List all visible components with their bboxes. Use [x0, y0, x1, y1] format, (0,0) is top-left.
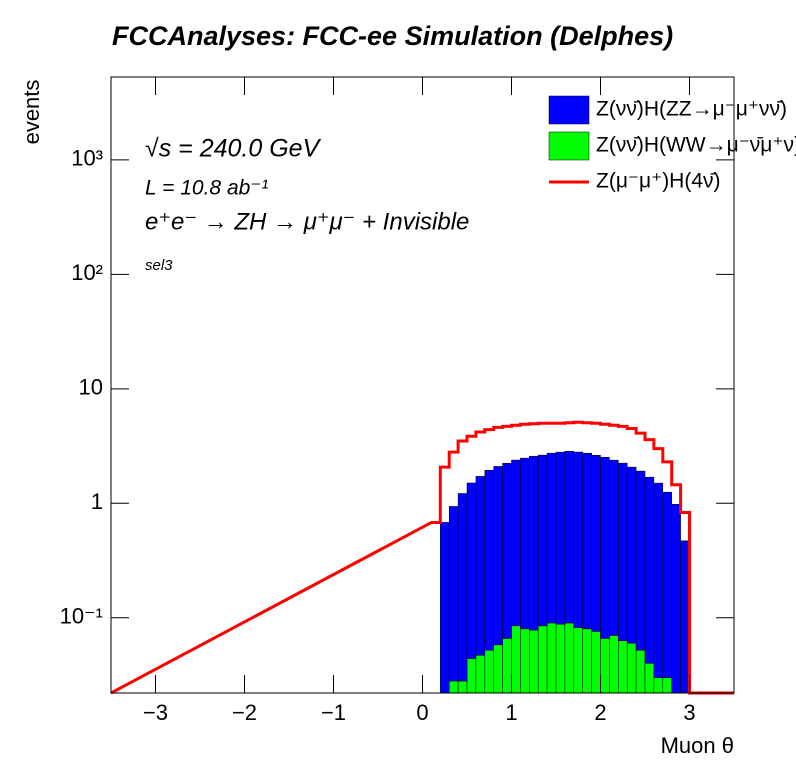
x-tick-label: −2: [232, 700, 257, 725]
hist-bar: [493, 466, 503, 646]
legend-label: Z(μ⁻μ⁺)H(4ν̄): [596, 170, 721, 193]
hist-bar: [635, 470, 646, 651]
hist-bar: [644, 476, 655, 664]
hist-bar: [448, 506, 459, 682]
hist-bar: [582, 452, 592, 630]
hist-bar: [609, 459, 619, 636]
hist-bar: [440, 522, 450, 694]
x-tick-label: −1: [321, 700, 346, 725]
x-tick-label: 3: [683, 700, 695, 725]
y-axis-label: events: [19, 80, 44, 145]
hist-bar: [626, 642, 637, 694]
annotation: L = 10.8 ab⁻¹: [145, 177, 268, 200]
x-tick-label: 1: [505, 700, 517, 725]
y-tick-label: 10³: [71, 146, 103, 171]
x-axis-label: Muon θ: [661, 733, 734, 758]
hist-bar: [475, 655, 486, 694]
hist-bar: [600, 456, 610, 639]
hist-bar: [466, 658, 477, 694]
hist-bar: [573, 451, 583, 628]
hist-bar: [600, 638, 610, 694]
hist-bar: [502, 638, 512, 694]
x-tick-label: −3: [143, 700, 168, 725]
hist-bar: [555, 623, 566, 694]
hist-bar: [653, 482, 664, 678]
legend-label: Z(νν̄)H(ZZ→μ⁻μ⁺νν̄): [596, 98, 787, 121]
hist-bar: [546, 622, 557, 694]
hist-bar: [564, 622, 575, 694]
hist-bar: [502, 463, 512, 639]
hist-bar: [591, 631, 601, 694]
hist-bar: [644, 663, 655, 694]
hist-bar: [520, 457, 530, 630]
legend-swatch: [548, 95, 590, 125]
hist-bar: [609, 635, 619, 694]
hist-bar: [529, 455, 539, 631]
hist-bar: [457, 680, 468, 694]
hist-bar: [457, 493, 468, 682]
annotation: √s = 240.0 GeV: [145, 135, 322, 163]
x-tick-label: 0: [416, 700, 428, 725]
legend-label: Z(νν̄)H(WW→μ⁻ν̄μ⁺ν): [596, 134, 796, 157]
hist-bar: [671, 504, 681, 694]
hist-bar: [635, 649, 646, 694]
annotation: e⁺e⁻ → ZH → μ⁺μ⁻ + Invisible: [145, 208, 469, 235]
hist-bar: [618, 462, 628, 641]
y-tick-label: 10: [79, 375, 103, 400]
hist-bar: [591, 455, 601, 632]
x-tick-label: 2: [594, 700, 606, 725]
chart-title: FCCAnalyses: FCC-ee Simulation (Delphes): [112, 21, 673, 51]
hist-bar: [564, 450, 575, 624]
hist-bar: [537, 625, 548, 694]
hist-bar: [448, 680, 459, 694]
hist-bar: [546, 452, 557, 624]
hist-bar: [511, 625, 521, 694]
hist-bar: [493, 644, 503, 694]
hist-bar: [626, 466, 637, 644]
hist-bar: [662, 491, 672, 678]
hist-bar: [582, 628, 592, 694]
hist-bar: [653, 677, 664, 694]
hist-bar: [475, 476, 486, 656]
hist-bar: [537, 454, 548, 627]
hist-bar: [484, 649, 494, 694]
hist-line: [110, 420, 734, 695]
hist-bar: [511, 459, 521, 627]
hist-bar: [573, 627, 583, 694]
annotation: sel3: [145, 257, 173, 274]
hist-bar: [529, 629, 539, 694]
y-tick-label: 10²: [71, 260, 103, 285]
hist-bar: [484, 470, 494, 651]
hist-bar: [555, 451, 566, 625]
hist-bar: [520, 628, 530, 694]
legend-swatch: [548, 131, 590, 161]
y-tick-label: 10⁻¹: [60, 604, 103, 629]
hist-bar: [618, 640, 628, 694]
y-tick-label: 1: [91, 489, 103, 514]
hist-bar: [466, 482, 477, 659]
hist-bar: [662, 677, 672, 694]
